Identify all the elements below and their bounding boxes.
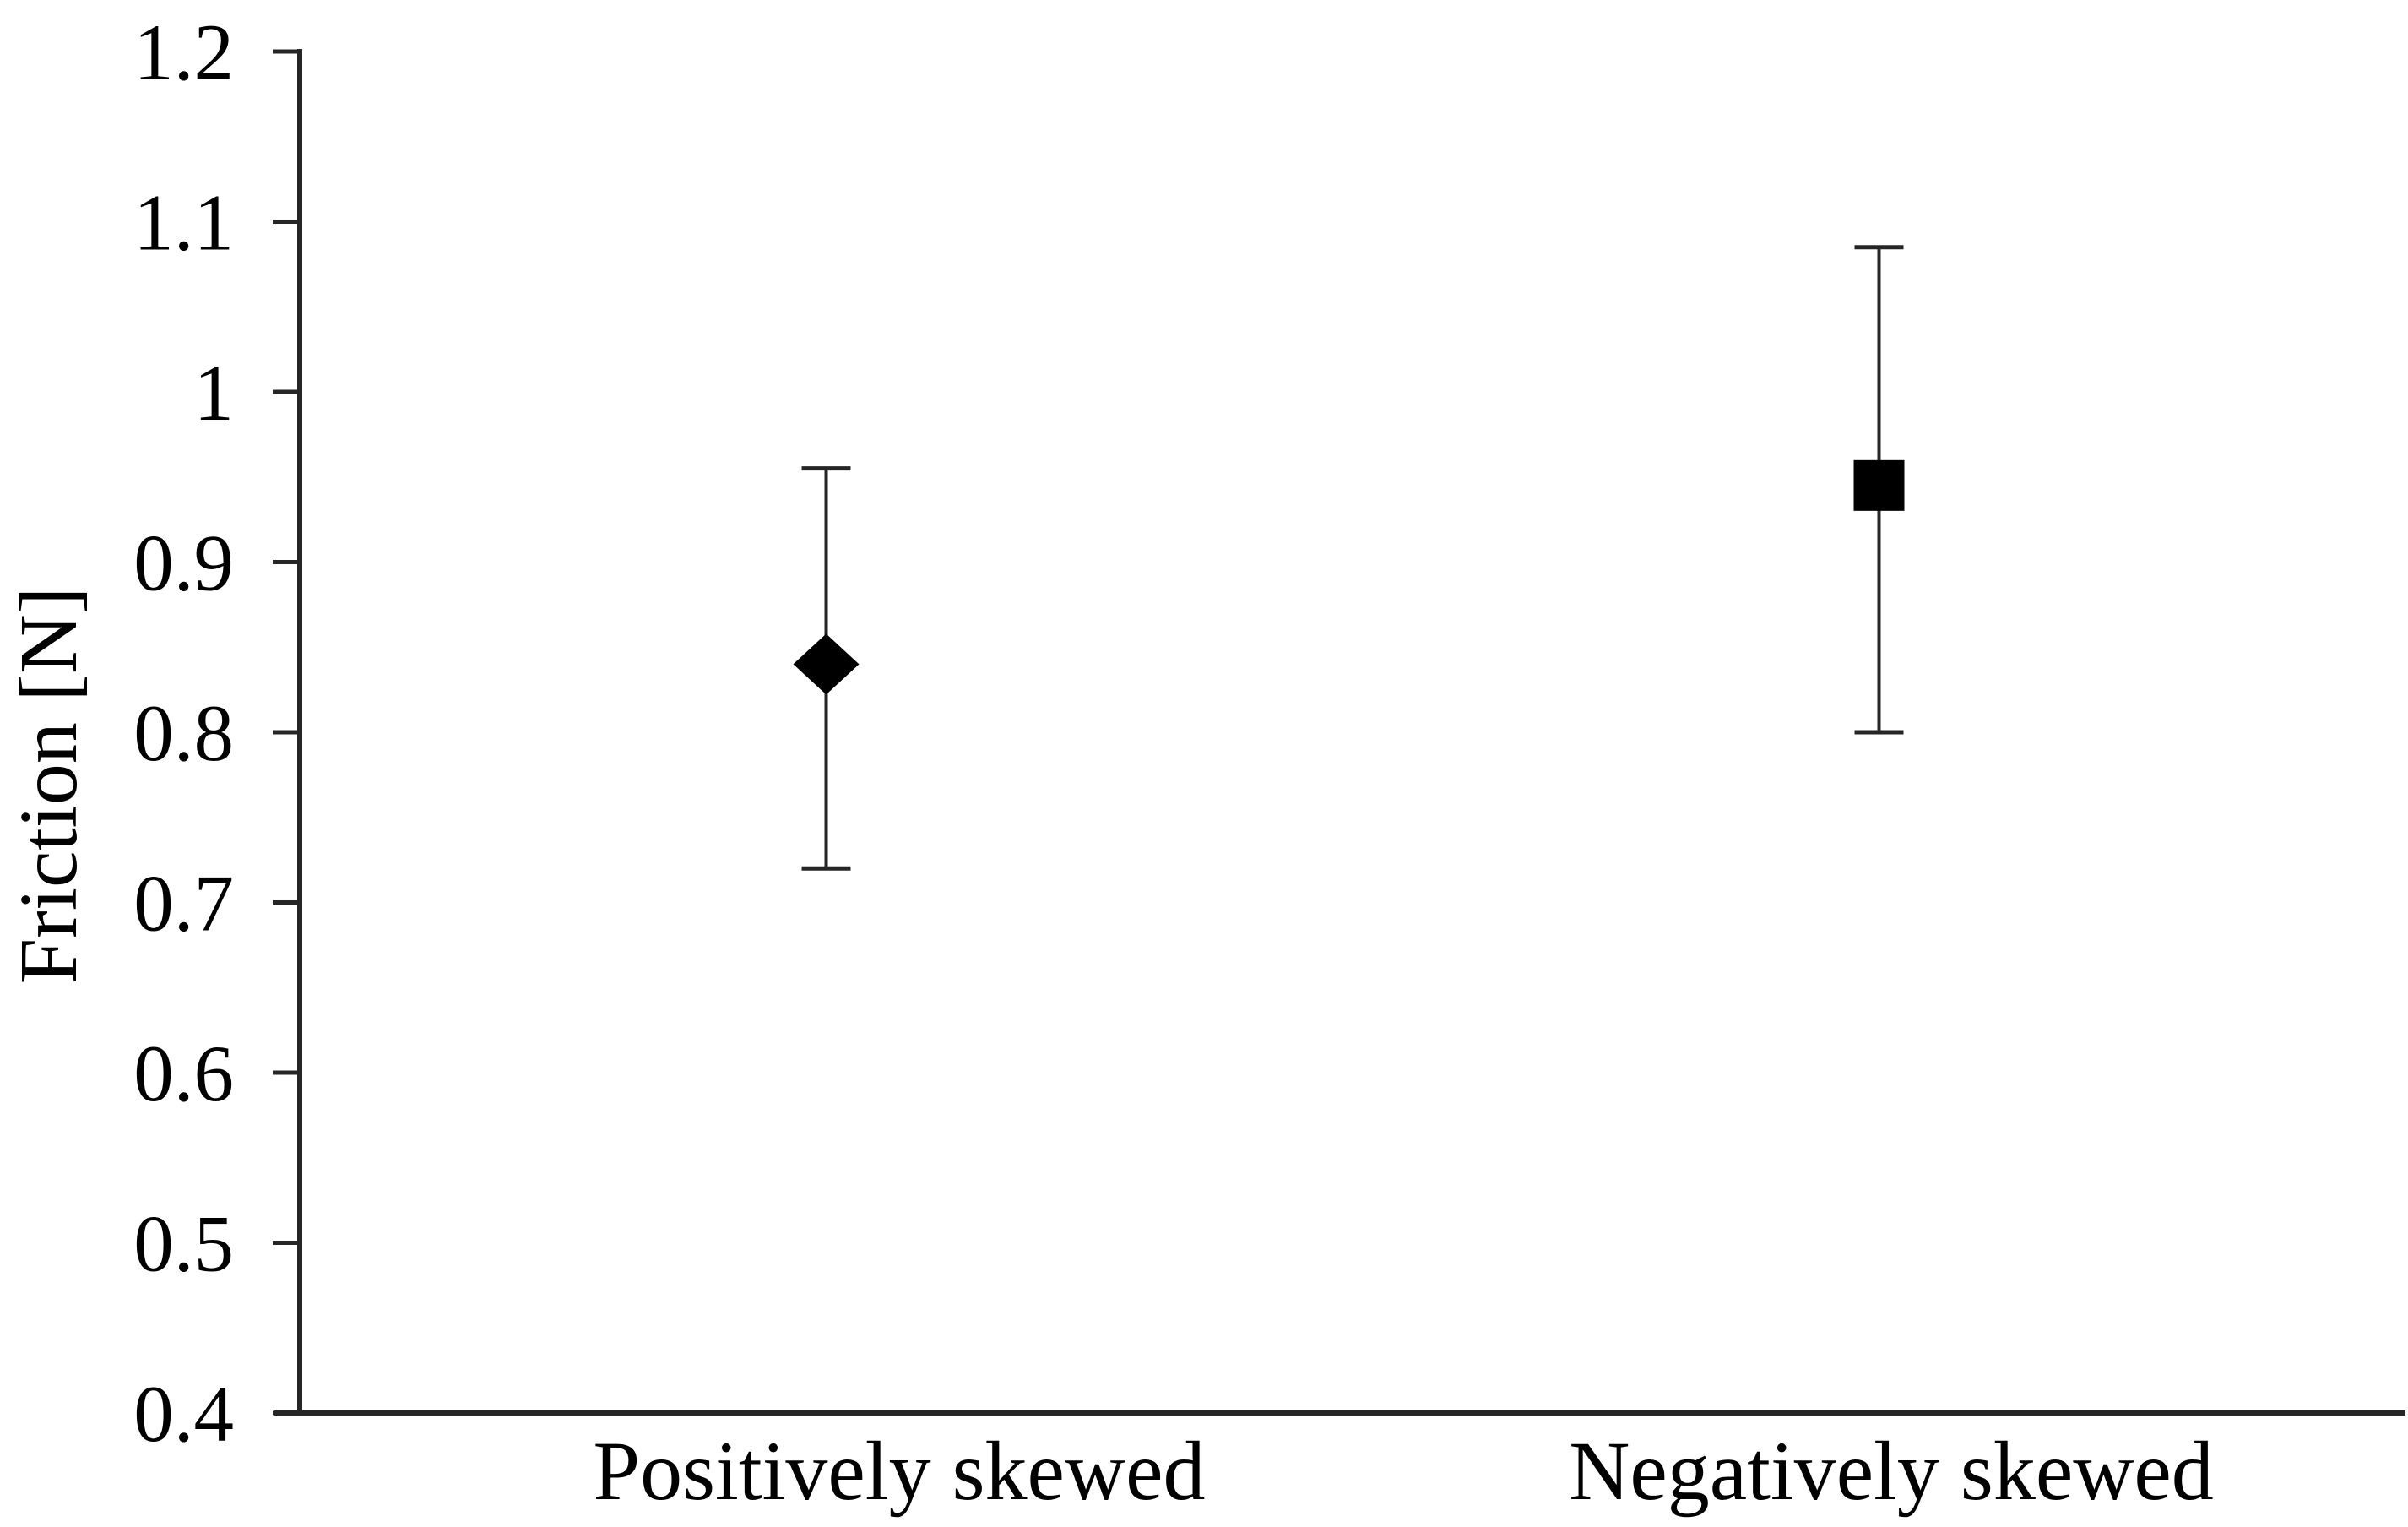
y-tick-label: 1.1 [133,178,234,268]
data-series [793,245,1905,871]
y-tick-label: 0.8 [133,688,234,778]
square-marker [1853,459,1905,511]
y-tick-label: 0.7 [133,859,234,948]
y-tick-label: 0.9 [133,519,234,608]
y-tick-label: 1 [194,348,235,437]
y-axis-tick-labels: 0.4 0.5 0.6 0.7 0.8 0.9 1 1.1 1.2 [133,8,234,1459]
data-point-diamond [793,466,860,871]
y-axis-title: Friction [N] [3,587,95,985]
x-axis: Positively skewed Negatively skewed [274,1410,2405,1518]
y-tick-label: 0.6 [133,1029,234,1118]
y-tick-label: 1.2 [133,8,234,97]
x-axis-category-labels: Positively skewed Negatively skewed [594,1424,2214,1518]
x-category-label: Positively skewed [594,1424,1206,1518]
diamond-marker [793,633,860,695]
x-category-label: Negatively skewed [1569,1424,2214,1518]
y-tick-label: 0.4 [133,1369,234,1459]
data-point-square [1853,245,1905,735]
y-tick-label: 0.5 [133,1199,234,1289]
y-axis: 0.4 0.5 0.6 0.7 0.8 0.9 1 1.1 1.2 Friction [N] [3,8,302,1459]
